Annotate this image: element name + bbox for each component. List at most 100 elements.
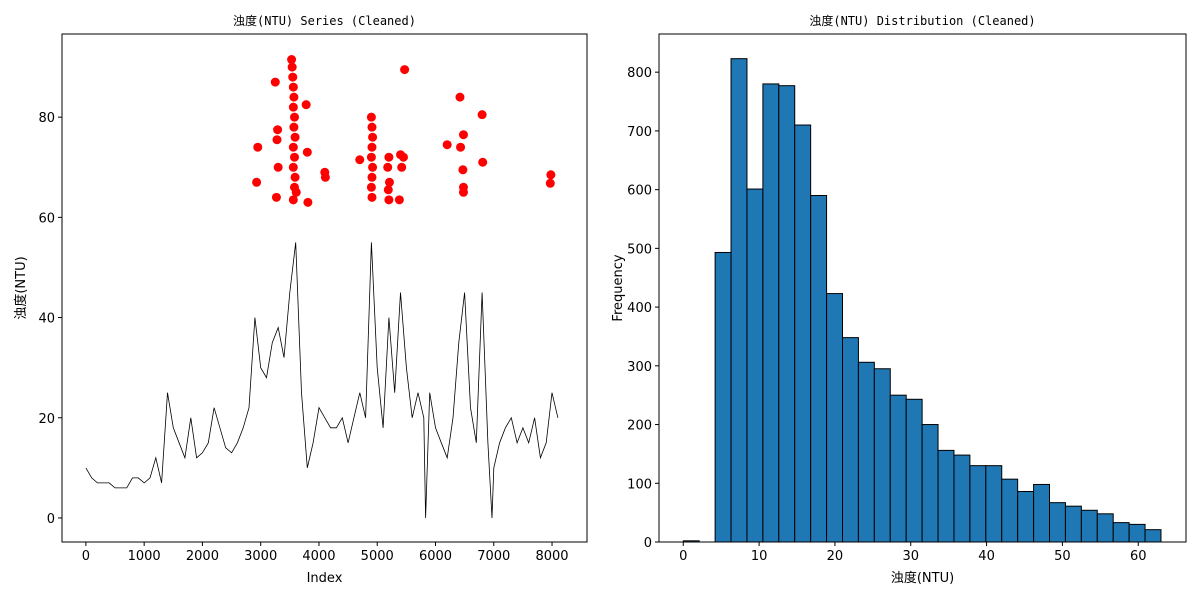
x-tick-label: 5000 bbox=[361, 549, 394, 564]
histogram-bar bbox=[889, 394, 907, 543]
outlier-point bbox=[288, 82, 298, 92]
histogram-bar bbox=[985, 465, 1003, 543]
histogram-bar bbox=[778, 85, 796, 543]
outlier-point bbox=[368, 162, 378, 172]
outlier-point bbox=[273, 162, 283, 172]
y-tick-label: 800 bbox=[627, 66, 652, 81]
x-tick-label: 4000 bbox=[302, 549, 335, 564]
y-tick-label: 20 bbox=[38, 412, 55, 427]
outlier-point bbox=[367, 192, 377, 202]
x-tick-label: 30 bbox=[902, 549, 919, 564]
histogram-bar bbox=[969, 465, 987, 543]
outlier-point bbox=[288, 195, 298, 205]
outlier-point bbox=[287, 55, 297, 65]
y-tick-label: 80 bbox=[38, 111, 55, 126]
x-tick-label: 6000 bbox=[419, 549, 452, 564]
histogram-bar bbox=[1144, 529, 1162, 543]
chart-title: 浊度(NTU) Distribution (Cleaned) bbox=[809, 13, 1035, 28]
outlier-point bbox=[383, 185, 393, 195]
outlier-point bbox=[442, 140, 452, 150]
y-tick-label: 0 bbox=[644, 536, 652, 551]
outlier-point bbox=[289, 112, 299, 122]
histogram-bar bbox=[1112, 522, 1130, 543]
series-line bbox=[85, 242, 559, 519]
outlier-point bbox=[398, 152, 408, 162]
outlier-point bbox=[271, 192, 281, 202]
x-tick-label: 50 bbox=[1054, 549, 1071, 564]
outlier-point bbox=[458, 130, 468, 140]
outlier-point bbox=[289, 152, 299, 162]
x-tick-label: 7000 bbox=[477, 549, 510, 564]
outlier-point bbox=[367, 142, 377, 152]
outlier-point bbox=[456, 142, 466, 152]
outlier-point bbox=[366, 152, 376, 162]
outlier-point bbox=[478, 157, 488, 167]
outlier-point bbox=[301, 100, 311, 110]
histogram-bar bbox=[826, 293, 844, 543]
x-tick-label: 40 bbox=[978, 549, 995, 564]
x-tick-label: 20 bbox=[827, 549, 844, 564]
outlier-point bbox=[289, 92, 299, 102]
x-tick-label: 60 bbox=[1130, 549, 1147, 564]
y-tick-label: 40 bbox=[38, 312, 55, 327]
outlier-point bbox=[384, 152, 394, 162]
outlier-point bbox=[355, 155, 365, 165]
x-axis-label: Index bbox=[307, 571, 343, 586]
histogram-bar bbox=[921, 424, 939, 543]
y-tick-label: 600 bbox=[627, 184, 652, 199]
outlier-point bbox=[397, 162, 407, 172]
y-tick-label: 0 bbox=[47, 512, 55, 527]
outlier-point bbox=[458, 187, 468, 197]
outlier-point bbox=[366, 112, 376, 122]
y-tick-label: 60 bbox=[38, 211, 55, 226]
outlier-point bbox=[290, 172, 300, 182]
x-axis-label: 浊度(NTU) bbox=[891, 570, 954, 586]
x-tick-label: 8000 bbox=[535, 549, 568, 564]
histogram-bar bbox=[714, 251, 732, 543]
outlier-point bbox=[272, 135, 282, 145]
plot-frame bbox=[658, 33, 1187, 543]
histogram-bar bbox=[905, 398, 923, 543]
outlier-point bbox=[383, 162, 393, 172]
outlier-point bbox=[273, 125, 283, 135]
y-axis-label: 浊度(NTU) bbox=[13, 256, 29, 319]
histogram-bar bbox=[953, 454, 971, 543]
histogram-bar bbox=[746, 188, 764, 543]
outlier-point bbox=[288, 142, 298, 152]
histogram-bar bbox=[842, 337, 859, 543]
histogram-bar bbox=[794, 124, 812, 543]
outlier-point bbox=[366, 182, 376, 192]
histogram-bar bbox=[1128, 523, 1146, 543]
outlier-point bbox=[287, 62, 297, 72]
y-tick-label: 400 bbox=[627, 301, 652, 316]
outlier-point bbox=[477, 110, 487, 120]
outlier-point bbox=[289, 122, 299, 132]
outlier-point bbox=[253, 142, 263, 152]
outlier-point bbox=[288, 162, 298, 172]
x-tick-label: 0 bbox=[679, 549, 687, 564]
histogram-bar bbox=[810, 195, 828, 543]
outlier-point bbox=[546, 170, 556, 180]
chart-title: 浊度(NTU) Series (Cleaned) bbox=[233, 13, 416, 28]
outlier-point bbox=[288, 102, 298, 112]
y-tick-label: 300 bbox=[627, 360, 652, 375]
x-tick-label: 0 bbox=[82, 549, 90, 564]
outlier-point bbox=[368, 132, 378, 142]
histogram-bar bbox=[1017, 490, 1035, 543]
outlier-point bbox=[303, 197, 313, 207]
outlier-point bbox=[320, 172, 330, 182]
outlier-point bbox=[394, 195, 404, 205]
y-tick-label: 500 bbox=[627, 242, 652, 257]
histogram-bar bbox=[1049, 502, 1066, 543]
x-tick-label: 3000 bbox=[244, 549, 277, 564]
outlier-point bbox=[384, 177, 394, 187]
y-axis-label: Frequency bbox=[611, 254, 626, 321]
plot-frame bbox=[61, 33, 588, 543]
y-tick-label: 100 bbox=[627, 477, 652, 492]
histogram-bar bbox=[730, 58, 748, 543]
x-tick-label: 1000 bbox=[128, 549, 161, 564]
x-tick-label: 2000 bbox=[186, 549, 219, 564]
outlier-point bbox=[545, 178, 555, 188]
histogram-bar bbox=[1080, 509, 1098, 543]
